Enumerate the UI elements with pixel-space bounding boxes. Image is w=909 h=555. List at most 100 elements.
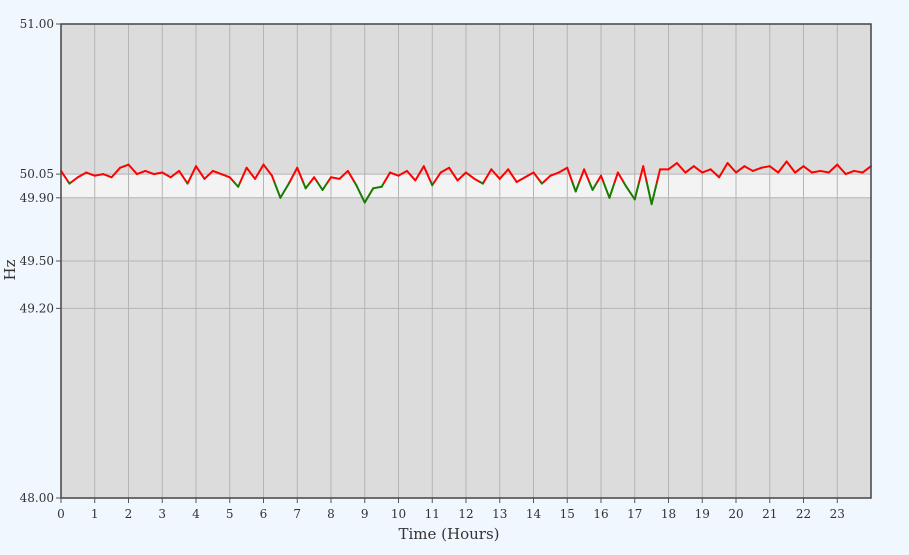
x-tick-label: 5 (226, 507, 234, 521)
x-tick-label: 23 (830, 507, 845, 521)
series-segment (127, 163, 138, 176)
series-segment (85, 171, 96, 177)
series-segment (169, 169, 181, 179)
x-tick-label: 4 (192, 507, 200, 521)
series-segment (270, 174, 276, 183)
series-segment (262, 163, 273, 177)
series-segment (853, 169, 864, 174)
series-segment (768, 165, 780, 174)
series-segment (645, 181, 653, 206)
x-tick-label: 15 (560, 507, 575, 521)
series-segment (785, 160, 797, 174)
x-tick-label: 18 (661, 507, 676, 521)
series-segment (363, 187, 375, 204)
series-segment (439, 166, 451, 174)
series-segment (810, 169, 822, 174)
y-tick-label: 51.00 (20, 17, 54, 31)
y-tick-label: 49.90 (20, 191, 54, 205)
series-segment (571, 181, 577, 193)
series-segment (819, 169, 830, 174)
x-tick-label: 16 (593, 507, 608, 521)
series-segment (490, 168, 501, 180)
x-tick-label: 8 (327, 507, 335, 521)
x-tick-label: 1 (91, 507, 99, 521)
series-segment (655, 168, 662, 183)
series-segment (338, 169, 349, 180)
series-segment (583, 168, 591, 183)
series-segment (119, 163, 130, 169)
series-segment (638, 165, 645, 183)
series-segment (642, 165, 648, 183)
series-segment (574, 181, 581, 193)
series-segment (600, 174, 605, 183)
series-segment (836, 163, 847, 176)
series-segment (602, 181, 611, 199)
series-segment (279, 182, 290, 199)
x-tick-label: 21 (762, 507, 777, 521)
series-segment (701, 168, 712, 174)
x-tick-label: 14 (526, 507, 542, 521)
series-segment (549, 171, 560, 177)
x-tick-label: 13 (492, 507, 507, 521)
series-segment (355, 184, 366, 204)
series-segment (405, 169, 417, 182)
series-segment (383, 171, 392, 183)
series-segment (187, 165, 197, 183)
series-segment (346, 169, 356, 183)
series-segment (288, 166, 299, 183)
x-axis-label: Time (Hours) (398, 525, 499, 543)
series-segment (473, 177, 482, 183)
y-axis-label: Hz (1, 259, 19, 280)
series-segment (718, 162, 729, 179)
series-segment (93, 173, 105, 177)
series-segment (195, 165, 206, 180)
x-tick-label: 9 (361, 507, 369, 521)
x-tick-label: 0 (57, 507, 65, 521)
series-segment (433, 171, 442, 183)
series-segment (422, 165, 432, 183)
series-segment (608, 181, 616, 199)
frequency-series (60, 160, 872, 206)
x-tick-label: 11 (425, 507, 440, 521)
series-segment (760, 165, 771, 169)
series-segment (498, 168, 510, 180)
series-segment (542, 174, 552, 183)
series-segment (456, 171, 467, 182)
x-tick-label: 20 (728, 507, 743, 521)
series-segment (161, 171, 172, 179)
series-segment (515, 176, 527, 183)
series-segment (465, 171, 476, 180)
series-segment (76, 171, 88, 179)
series-segment (524, 171, 535, 179)
series-segment (389, 171, 400, 177)
series-segment (228, 176, 235, 183)
series-segment (751, 166, 763, 172)
series-segment (684, 165, 695, 174)
x-axis-ticks: 0 1 2 3 4 5 6 7 8 9 10 11 12 13 14 15 16 17 18 19 20 21 22 23 (57, 498, 845, 521)
series-segment (220, 173, 231, 179)
series-segment (304, 181, 312, 190)
series-segment (273, 181, 282, 199)
series-segment (625, 185, 636, 201)
series-segment (144, 169, 155, 176)
series-segment (613, 171, 619, 183)
x-tick-label: 17 (627, 507, 642, 521)
series-segment (135, 169, 147, 176)
series-segment (709, 168, 721, 179)
y-tick-label: 49.50 (20, 254, 54, 268)
series-segment (588, 181, 594, 191)
series-segment (633, 181, 641, 201)
series-segment (296, 166, 305, 183)
series-segment (254, 163, 265, 180)
series-segment (414, 165, 425, 182)
series-segment (203, 169, 214, 180)
x-tick-label: 6 (260, 507, 268, 521)
series-segment (482, 168, 493, 183)
x-tick-label: 7 (293, 507, 301, 521)
series-segment (152, 171, 164, 176)
series-segment (316, 181, 324, 191)
series-segment (102, 173, 113, 179)
x-tick-label: 3 (158, 507, 166, 521)
